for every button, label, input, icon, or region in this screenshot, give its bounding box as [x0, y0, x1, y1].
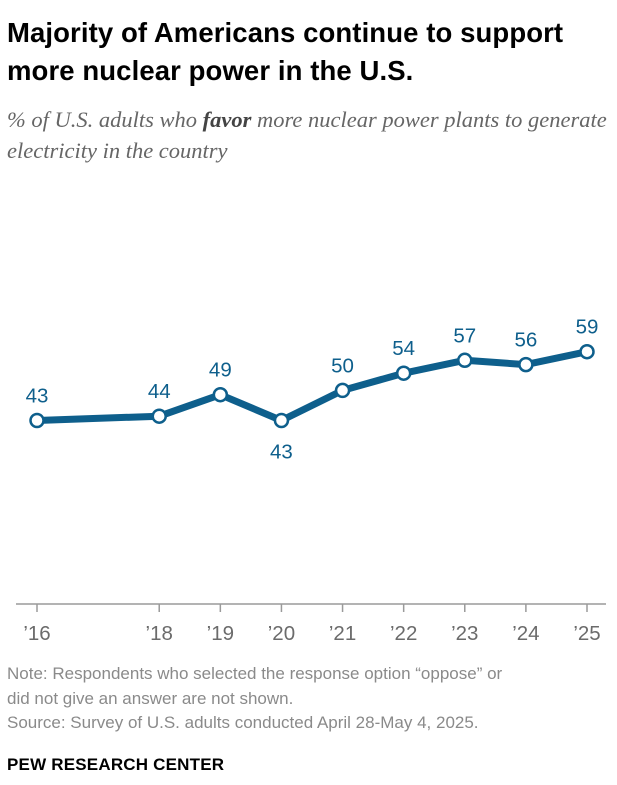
subtitle-text-start: % of U.S. adults who — [7, 107, 203, 132]
data-point — [273, 412, 290, 429]
data-label: 43 — [26, 385, 49, 408]
data-label: 44 — [148, 380, 171, 403]
data-point — [212, 386, 229, 403]
data-point — [29, 412, 45, 429]
data-label: 57 — [453, 324, 476, 347]
subtitle-text-end: more nuclear power plants to generate el… — [7, 107, 607, 163]
data-label: 49 — [209, 359, 232, 382]
x-tick-label: ’24 — [512, 622, 539, 645]
x-tick-label: ’16 — [23, 622, 50, 645]
x-tick-label: ’21 — [329, 622, 356, 645]
x-tick-label: ’19 — [207, 622, 234, 645]
data-point — [518, 356, 534, 373]
data-label: 43 — [270, 441, 293, 464]
data-label: 59 — [576, 316, 599, 339]
data-label: 56 — [514, 329, 537, 352]
x-tick-label: ’25 — [573, 622, 600, 645]
chart-note: Note: Respondents who selected the respo… — [7, 662, 612, 736]
line-chart: ’16 ’18 ’19 ’20 ’21 ’22 ’23 ’24 ’25 43 44 49 43 50 54 5… — [16, 316, 606, 645]
x-tick-label: ’18 — [146, 622, 173, 645]
data-label: 54 — [392, 337, 415, 360]
x-tick-label: ’23 — [451, 622, 478, 645]
chart-subtitle: % of U.S. adults who favor more nuclear … — [7, 104, 607, 166]
chart-title: Majority of Americans continue to suppor… — [7, 17, 564, 86]
data-label: 50 — [331, 354, 354, 377]
data-point — [579, 343, 595, 360]
source-line: Source: Survey of U.S. adults conducted … — [7, 713, 479, 732]
series-line — [33, 348, 591, 424]
subtitle-emphasis: favor — [202, 107, 252, 132]
data-point — [457, 352, 473, 369]
data-point — [334, 382, 351, 399]
note-line: Note: Respondents who selected the respo… — [7, 664, 503, 683]
x-tick-label: ’22 — [390, 622, 417, 645]
x-tick-label: ’20 — [268, 622, 295, 645]
data-point — [151, 408, 167, 424]
data-point — [395, 365, 412, 381]
note-line: did not give an answer are not shown. — [7, 688, 294, 708]
brand-logo-text: PEW RESEARCH CENTER — [7, 755, 225, 774]
